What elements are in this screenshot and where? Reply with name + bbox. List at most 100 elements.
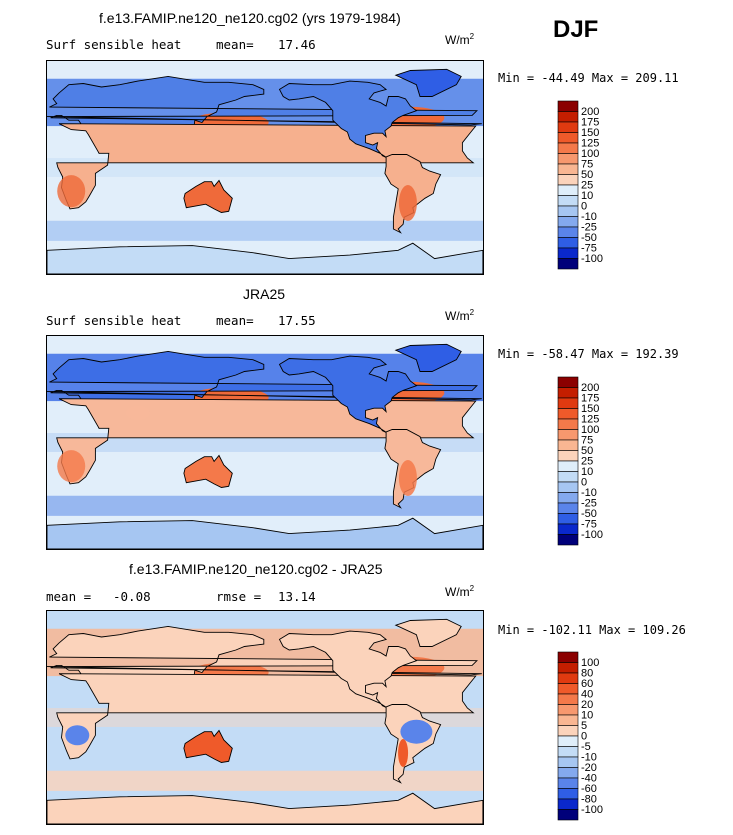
colorbar-tick-label: 100	[581, 657, 599, 669]
panel2-unit: W/m2	[445, 308, 475, 323]
colorbar-tick-label: 150	[581, 127, 599, 139]
colorbar-tick-label: 100	[581, 148, 599, 160]
colorbar-tick-label: -50	[581, 232, 597, 244]
panel2-colorbar: 200 175 150 125 100 75 50 25 10 0 -10 -25 -50 -75 -100	[556, 376, 626, 556]
colorbar-tick-label: -100	[581, 253, 603, 265]
panel2-map	[46, 335, 484, 550]
colorbar-box	[557, 672, 579, 684]
colorbar-box	[557, 258, 579, 270]
colorbar-box	[557, 237, 579, 249]
colorbar-box	[557, 798, 579, 810]
colorbar-box	[557, 226, 579, 238]
colorbar-tick-label: -75	[581, 519, 597, 531]
colorbar-box	[557, 513, 579, 525]
colorbar-box	[557, 205, 579, 217]
panel2-minmax: Min = -58.47 Max = 192.39	[498, 347, 679, 361]
colorbar-tick-label: 10	[581, 710, 593, 722]
colorbar-tick-label: 40	[581, 689, 593, 701]
colorbar-box	[557, 397, 579, 409]
colorbar-tick-label: -60	[581, 783, 597, 795]
panel3-unit: W/m2	[445, 584, 475, 599]
colorbar-box	[557, 735, 579, 747]
colorbar-tick-label: 5	[581, 720, 587, 732]
colorbar-tick-label: -100	[581, 529, 603, 541]
colorbar-box	[557, 184, 579, 196]
colorbar-box	[557, 247, 579, 259]
colorbar-box	[557, 195, 579, 207]
colorbar-box	[557, 460, 579, 472]
colorbar-tick-label: 25	[581, 456, 593, 468]
panel3-mean-label: mean =	[46, 589, 92, 604]
colorbar-tick-label: 200	[581, 382, 599, 394]
colorbar-tick-label: 150	[581, 403, 599, 415]
colorbar-tick-label: -40	[581, 773, 597, 785]
colorbar-tick-label: 100	[581, 424, 599, 436]
panel1-variable-label: Surf sensible heat	[46, 37, 182, 52]
colorbar-box	[557, 704, 579, 716]
colorbar-tick-label: -25	[581, 222, 597, 234]
colorbar-box	[557, 714, 579, 726]
colorbar-tick-label: -5	[581, 741, 591, 753]
colorbar-box	[557, 693, 579, 705]
colorbar-box	[557, 651, 579, 663]
colorbar-tick-label: 175	[581, 117, 599, 129]
colorbar-tick-label: -10	[581, 211, 597, 223]
panel2-mean-value: 17.55	[278, 313, 316, 328]
colorbar-box	[557, 746, 579, 758]
colorbar-tick-label: 0	[581, 731, 587, 743]
colorbar-tick-label: -25	[581, 498, 597, 510]
colorbar-tick-label: -50	[581, 508, 597, 520]
colorbar-box	[557, 111, 579, 123]
colorbar-tick-label: 175	[581, 393, 599, 405]
colorbar-box	[557, 523, 579, 535]
panel2-mean-label: mean=	[216, 313, 254, 328]
panel1-unit: W/m2	[445, 32, 475, 47]
colorbar-tick-label: -10	[581, 487, 597, 499]
colorbar-box	[557, 481, 579, 493]
colorbar-box	[557, 502, 579, 514]
colorbar-tick-label: -20	[581, 762, 597, 774]
colorbar-box	[557, 132, 579, 144]
colorbar-tick-label: 125	[581, 414, 599, 426]
panel1-colorbar: 200 175 150 125 100 75 50 25 10 0 -10 -25 -50 -75 -100	[556, 100, 626, 280]
colorbar-tick-label: -100	[581, 804, 603, 816]
colorbar-box	[557, 439, 579, 451]
season-label: DJF	[553, 16, 599, 43]
colorbar-tick-label: 60	[581, 678, 593, 690]
colorbar-box	[557, 492, 579, 504]
colorbar-box	[557, 418, 579, 430]
panel3-colorbar: 100 80 60 40 20 10 5 0 -5 -10 -20 -40 -60 -80 -100	[556, 651, 626, 831]
panel3-rmse-label: rmse =	[216, 589, 262, 604]
panel3-title: f.e13.FAMIP.ne120_ne120.cg02 - JRA25	[129, 561, 383, 577]
colorbar-box	[557, 142, 579, 154]
panel2-variable-label: Surf sensible heat	[46, 313, 182, 328]
colorbar-box	[557, 153, 579, 165]
colorbar-box	[557, 767, 579, 779]
colorbar-tick-label: 50	[581, 169, 593, 181]
colorbar-box	[557, 387, 579, 399]
panel3-mean-value: -0.08	[113, 589, 151, 604]
panel1-mean-label: mean=	[216, 37, 254, 52]
colorbar-box	[557, 471, 579, 483]
colorbar-tick-label: 0	[581, 477, 587, 489]
colorbar-tick-label: 10	[581, 466, 593, 478]
colorbar-tick-label: 75	[581, 435, 593, 447]
colorbar-box	[557, 683, 579, 695]
colorbar-tick-label: -75	[581, 243, 597, 255]
colorbar-box	[557, 450, 579, 462]
colorbar-box	[557, 788, 579, 800]
panel2-title: JRA25	[243, 286, 286, 302]
colorbar-box	[557, 216, 579, 228]
colorbar-tick-label: 80	[581, 668, 593, 680]
colorbar-box	[557, 429, 579, 441]
panel3-minmax: Min = -102.11 Max = 109.26	[498, 623, 686, 637]
colorbar-tick-label: 20	[581, 699, 593, 711]
colorbar-box	[557, 100, 579, 112]
colorbar-box	[557, 756, 579, 768]
colorbar-tick-label: 50	[581, 445, 593, 457]
colorbar-box	[557, 777, 579, 789]
colorbar-box	[557, 376, 579, 388]
colorbar-box	[557, 725, 579, 737]
colorbar-box	[557, 534, 579, 546]
colorbar-box	[557, 408, 579, 420]
